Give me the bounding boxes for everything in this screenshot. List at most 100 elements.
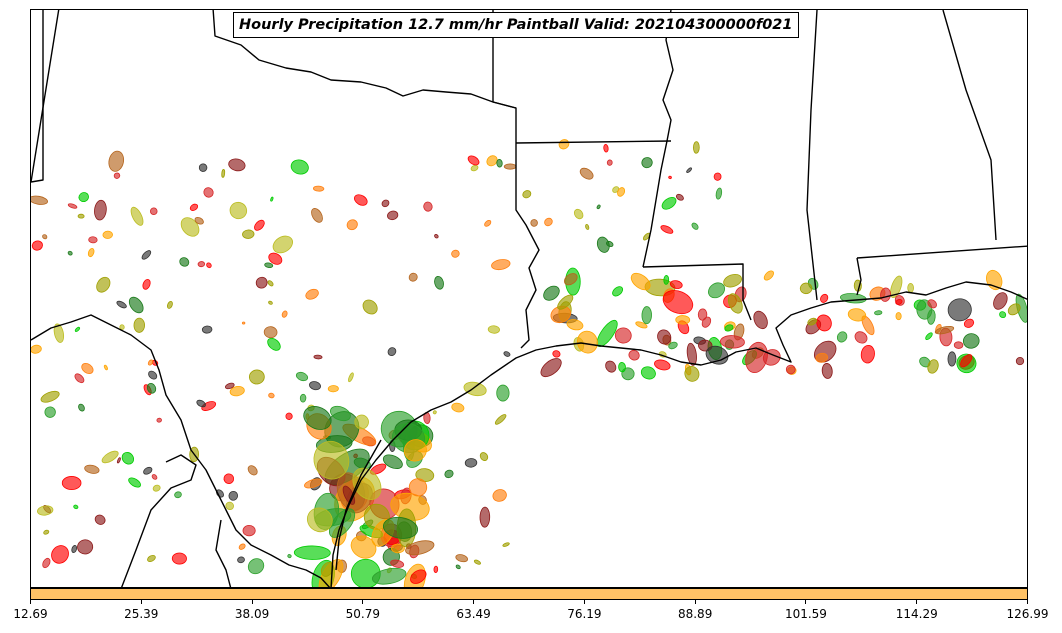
precip-blob [255,276,268,289]
precip-blob [248,369,265,385]
colorbar [30,588,1028,600]
colorbar-tick [583,600,585,604]
precip-blob [820,293,829,303]
precip-blob [727,293,743,314]
precip-blob [470,164,479,172]
precip-blob [327,385,339,393]
precip-blob [116,300,127,309]
precip-blob [247,465,258,476]
precip-blob [847,308,867,322]
precip-blob [763,270,774,281]
precip-blob [247,558,265,575]
precip-blob [116,457,121,464]
precip-blob [148,370,158,380]
precip-blob [635,321,648,329]
precip-blob [444,469,454,479]
precip-blob [816,314,832,332]
precip-blob [78,403,85,412]
precip-blob [434,275,444,290]
precip-blob [854,331,868,344]
precip-blob [657,329,672,345]
precip-blob [238,543,246,550]
precip-blob [403,439,427,462]
precip-blob [573,208,584,220]
state-border-ok-tx [212,10,517,109]
precip-blob [576,330,598,354]
precip-blob [455,564,461,570]
precip-blob [371,567,407,585]
precip-blob [128,477,141,488]
precip-blob [387,210,399,221]
precip-blob [40,390,60,403]
rio-grande [31,314,331,587]
precip-blob [78,192,89,203]
precip-blob [42,234,48,240]
precip-blob [821,363,833,379]
colorbar-tick-label: 114.29 [895,607,938,621]
precip-blob [745,341,768,374]
colorbar-tick [694,600,696,604]
precip-blob [675,315,691,325]
state-border-left-north [31,10,60,183]
precip-blob [73,504,79,510]
precip-blob [713,172,722,181]
precip-blob [503,351,511,357]
precip-blob [382,454,403,470]
precip-blob [268,392,275,399]
precip-blob [37,505,54,516]
state-border-al-fl [856,245,1027,259]
precip-blob [242,229,255,239]
precip-blob [43,529,50,535]
map-title: Hourly Precipitation 12.7 mm/hr Paintbal… [233,12,799,38]
precip-blob [223,473,235,484]
precip-blob [67,250,73,256]
precip-blob [544,217,553,227]
precip-blob [390,543,405,554]
precip-blob [329,405,351,422]
precip-blob [662,290,694,315]
precip-blob [895,299,903,305]
colorbar-tick [916,600,918,604]
colorbar-tick-label: 12.69 [13,607,48,621]
gulf-coastline [330,281,1027,587]
precip-blob [152,484,161,492]
boundaries-layer [31,10,1027,587]
precip-blob [479,452,489,461]
precip-blob [267,337,281,351]
precip-blob [264,262,274,269]
precip-blob [408,478,428,497]
colorbar-tick-label: 50.79 [345,607,381,621]
barrier-island [335,439,382,571]
colorbar-tick-label: 88.89 [677,607,713,621]
precip-blob [121,451,135,465]
precip-blob [890,275,903,299]
precip-blob [272,235,293,254]
precip-blob [654,359,671,371]
precip-blob [61,476,82,490]
precip-blob [87,247,95,258]
colorbar-tick-label: 38.09 [234,607,270,621]
precip-blob [408,272,418,282]
precip-blob [151,474,158,480]
precip-blob [67,203,78,209]
precip-blob [494,414,507,425]
precip-blob [299,393,307,403]
precip-blob [354,414,369,430]
precip-blob [618,362,626,373]
precip-blob [44,406,56,418]
precip-blob [156,417,162,423]
colorbar-tick [473,600,475,604]
precip-blob [724,324,734,332]
state-border-al-ga [942,10,997,241]
precip-blob [31,195,48,205]
precip-blob [697,308,708,321]
precip-blob [641,157,653,169]
precip-blob [268,300,273,305]
mississippi-river [642,10,674,268]
precip-blob [348,372,354,383]
precip-blob [934,325,955,335]
precip-blob [268,252,283,265]
precip-blob [128,296,144,314]
precip-blob [221,169,226,178]
precip-blob [953,341,964,349]
